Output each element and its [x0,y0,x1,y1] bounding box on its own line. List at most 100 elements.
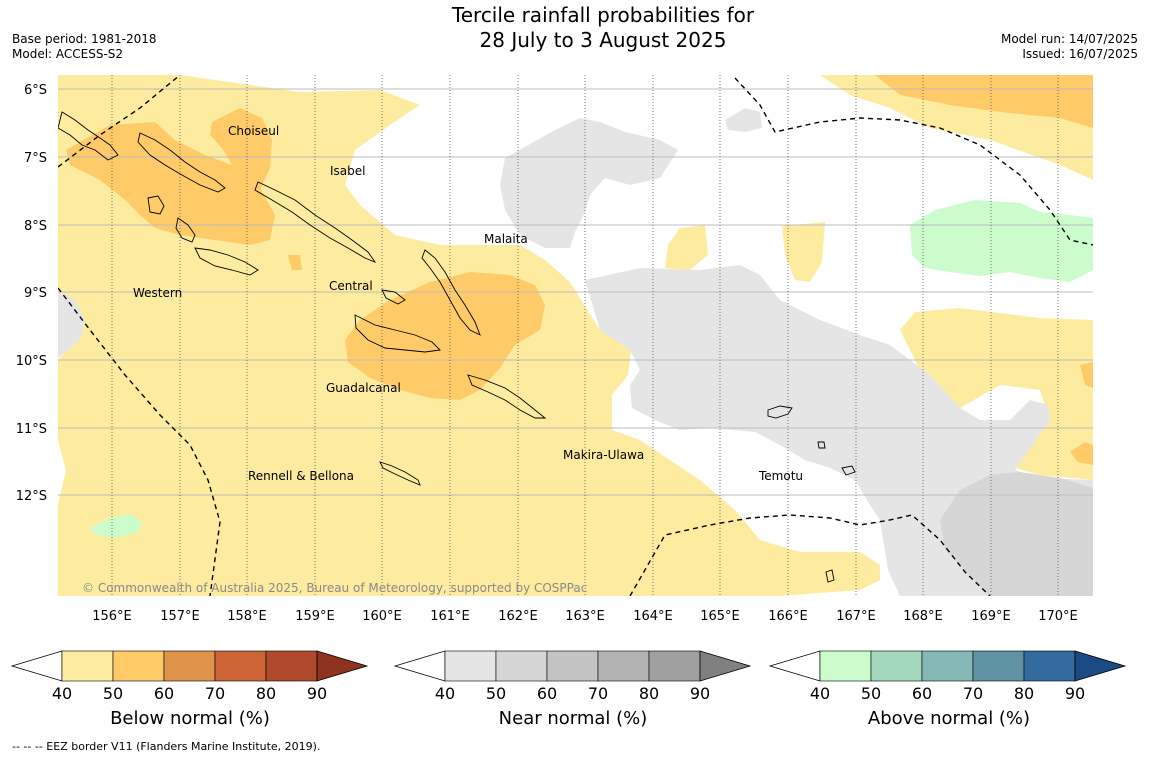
title-line-2: 28 July to 3 August 2025 [479,28,727,52]
colorbar-below-over-arrow [316,650,369,682]
vanikoro-coast [841,465,856,476]
label-rennell-bellona: Rennell & Bellona [248,469,354,483]
label-guadalcanal: Guadalcanal [326,381,401,395]
colorbar-above-tick-label: 70 [963,684,983,703]
lat-label-8s: 8°S [24,219,47,234]
eez-border-south [629,514,991,596]
map-title: Tercile rainfall probabilities for 28 Ju… [0,3,1150,53]
western-islands-coast [194,247,259,276]
anuta-coast [825,569,835,583]
colorbar-below-tick-label: 70 [205,684,225,703]
colorbar-above-tick-label: 40 [810,684,830,703]
lat-label-6s: 6°S [24,83,47,98]
lon-label-166e: 166°E [768,609,808,624]
lon-label-168e: 168°E [903,609,943,624]
model-name: Model: ACCESS-S2 [12,47,124,61]
below-normal-40-patch-b [110,413,140,428]
label-temotu: Temotu [758,469,803,483]
eez-footnote: -- -- -- EEZ border V11 (Flanders Marine… [12,740,321,753]
below-normal-50-east-a [1080,362,1093,388]
colorbar-below-tick-label: 90 [307,684,327,703]
run-info: Model run: 14/07/2025 Issued: 16/07/2025 [1001,32,1138,62]
colorbar-near-over-arrow [699,650,752,682]
colorbar-near-segment [495,650,548,682]
lon-label-158e: 158°E [227,609,267,624]
map-plot-area: Choiseul Isabel Malaita Western Central … [58,75,1093,596]
colorbar-below-under-arrow [10,650,63,682]
colorbar-above-segment [972,650,1025,682]
below-normal-40-patch-a [62,440,88,465]
colorbar-label-above: Above normal (%) [867,708,1031,729]
colorbar-above-tick-label: 50 [861,684,881,703]
below-normal-50-east-b [1070,442,1093,465]
colorbar-near-tick-label: 70 [588,684,608,703]
colorbar-label-near: Near normal (%) [498,708,648,729]
colorbar-above: 40 50 60 70 80 90 [768,650,1127,703]
colorbar-near-tick-label: 50 [486,684,506,703]
colorbar-near-tick-label: 90 [690,684,710,703]
colorbar-above-under-arrow [768,650,821,682]
rennell-coast [379,461,421,486]
below-normal-50-guadalcanal [345,272,545,400]
near-normal-40-central [500,118,678,248]
near-normal-50-southeast [940,472,1093,596]
new-georgia-coast [175,217,196,243]
label-central: Central [329,279,373,293]
colorbar-near-segment [444,650,497,682]
below-normal-50-small [288,255,302,270]
eez-border-north [58,75,181,168]
lat-label-7s: 7°S [24,151,47,166]
lon-label-163e: 163°E [565,609,605,624]
colorbar-above-segment [1023,650,1076,682]
eez-border-west [58,287,221,596]
colorbar-near-tick-label: 60 [537,684,557,703]
lat-label-9s: 9°S [24,286,47,301]
colorbar-label-below: Below normal (%) [110,708,270,729]
santa-cruz-coast [767,405,793,419]
lon-label-162e: 162°E [498,609,538,624]
lon-label-170e: 170°E [1038,609,1078,624]
issued-date: Issued: 16/07/2025 [1022,47,1138,61]
colorbar-near-tick-label: 80 [639,684,659,703]
colorbar-near-segment [546,650,599,682]
lon-label-164e: 164°E [633,609,673,624]
colorbar-near-tick-label: 40 [435,684,455,703]
label-isabel: Isabel [330,164,365,178]
below-normal-40-east [900,308,1093,480]
below-normal-50-northeast [875,75,1093,128]
colorbar-above-segment [819,650,872,682]
label-makira-ulawa: Makira-Ulawa [563,448,644,462]
guadalcanal-coast [354,314,441,353]
colorbar-below-tick-label: 50 [103,684,123,703]
colorbar-above-segment [870,650,923,682]
lon-label-167e: 167°E [836,609,876,624]
colorbar-below-segment [214,650,267,682]
colorbar-below-segment [163,650,216,682]
colorbar-near-segment [597,650,650,682]
model-info: Base period: 1981-2018 Model: ACCESS-S2 [12,32,157,62]
lat-label-10s: 10°S [16,354,47,369]
lat-label-11s: 11°S [16,422,47,437]
vella-lavella-coast [147,195,165,215]
above-normal-40-east [910,200,1093,282]
choiseul-coast [137,132,226,193]
copyright-notice: © Commonwealth of Australia 2025, Bureau… [82,581,587,595]
colorbar-above-tick-label: 80 [1014,684,1034,703]
colorbar-legends: 40 50 60 70 80 90 40 50 60 70 80 90 40 50 60 70 80 90 [10,650,1127,703]
below-normal-40-patch-c [665,225,708,270]
colorbar-below-segment [61,650,114,682]
model-run-date: Model run: 14/07/2025 [1000,32,1138,46]
title-line-1: Tercile rainfall probabilities for [451,3,755,27]
above-normal-40-southwest [90,514,142,538]
isabel-coast [254,181,377,263]
makira-coast [467,374,547,419]
coastlines [58,111,856,583]
colorbar-below-tick-label: 40 [52,684,72,703]
latitude-gridlines [58,88,1093,496]
colorbar-above-over-arrow [1074,650,1127,682]
colorbar-near: 40 50 60 70 80 90 [393,650,752,703]
colorbar-near-under-arrow [393,650,446,682]
lon-label-156e: 156°E [92,609,132,624]
colorbar-near-segment [648,650,701,682]
